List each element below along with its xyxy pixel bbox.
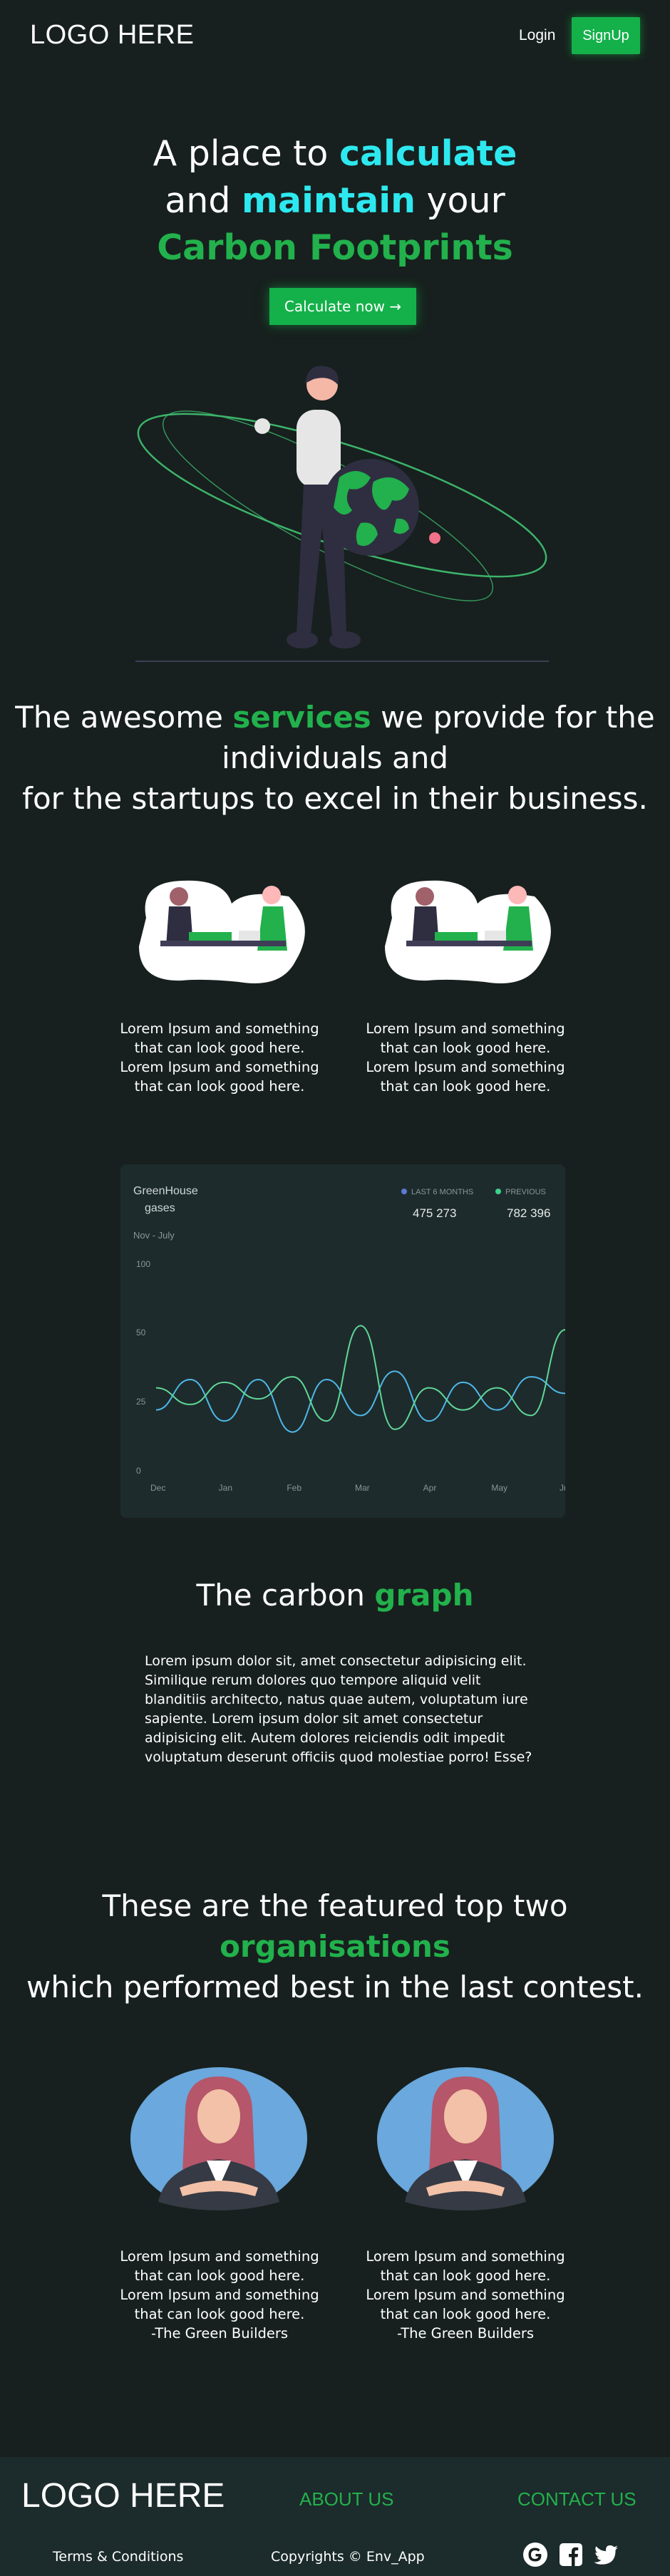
terms-link[interactable]: Terms & Conditions	[53, 2549, 184, 2565]
copyright-text: Copyrights © Env_App	[271, 2549, 425, 2565]
hero-highlight-maintain: maintain	[242, 180, 416, 221]
services-heading: The awesome services we provide for the …	[0, 697, 670, 819]
x-tick-label: May	[491, 1483, 507, 1493]
footer	[0, 2457, 670, 2576]
x-tick-label: Jun	[560, 1483, 565, 1493]
organisation-card: Lorem Ipsum and something that can look …	[359, 2247, 572, 2343]
hero-text: A place to	[153, 133, 339, 174]
hero-text: your	[415, 180, 505, 221]
signup-button[interactable]: SignUp	[572, 17, 640, 54]
graph-heading-text: The carbon	[196, 1578, 375, 1613]
login-link[interactable]: Login	[519, 27, 556, 43]
service-illustration	[139, 880, 305, 983]
organisation-signature: -The Green Builders	[150, 2325, 289, 2342]
hero-illustration	[135, 366, 549, 662]
google-icon[interactable]	[522, 2541, 549, 2568]
hero-text: and	[165, 180, 242, 221]
series-line-last-6-months	[155, 1370, 566, 1433]
y-tick-label: 25	[136, 1397, 146, 1407]
organisations-heading: These are the featured top two organisat…	[0, 1886, 670, 2007]
service-illustration	[385, 880, 551, 983]
chart-legend: LAST 6 MONTHS 475 273 PREVIOUS 782 396	[401, 1188, 550, 1220]
chart-subtitle: Nov - July	[133, 1230, 175, 1241]
organisations-heading-highlight: organisations	[220, 1929, 450, 1964]
organisation-signature: -The Green Builders	[396, 2325, 535, 2342]
series-line-previous	[155, 1325, 566, 1430]
organisation-card-text: Lorem Ipsum and something that can look …	[366, 2248, 565, 2322]
chart-title-line2: gases	[145, 1202, 175, 1214]
x-tick-label: Mar	[355, 1483, 370, 1493]
y-tick-label: 50	[136, 1328, 146, 1338]
y-tick-label: 0	[136, 1466, 141, 1476]
hero-highlight-carbon: Carbon Footprints	[157, 227, 513, 268]
graph-paragraph: Lorem ipsum dolor sit, amet consectetur …	[145, 1653, 532, 1765]
x-tick-label: Dec	[150, 1483, 165, 1493]
legend-total-previous: 782 396	[507, 1206, 550, 1220]
organisation-avatar	[377, 2067, 554, 2210]
twitter-icon[interactable]	[593, 2541, 620, 2568]
x-tick-label: Jan	[219, 1483, 232, 1493]
services-heading-highlight: services	[232, 700, 371, 735]
facebook-icon[interactable]	[557, 2541, 584, 2568]
services-heading-text: we provide for the individuals and	[221, 700, 655, 775]
graph-heading-highlight: graph	[374, 1578, 474, 1613]
calculate-now-button[interactable]: Calculate now →	[269, 288, 416, 325]
about-us-link[interactable]: ABOUT US	[299, 2488, 394, 2510]
legend-label-last6: LAST 6 MONTHS	[411, 1188, 473, 1196]
legend-label-previous: PREVIOUS	[505, 1188, 546, 1196]
organisation-card-text: Lorem Ipsum and something that can look …	[120, 2248, 319, 2322]
greenhouse-chart-card: GreenHouse gases Nov - July LAST 6 MONTH…	[120, 1164, 573, 1518]
y-tick-label: 100	[136, 1259, 150, 1269]
services-heading-text: The awesome	[15, 700, 233, 735]
graph-heading: The carbon graph	[0, 1575, 670, 1615]
services-heading-text: for the startups to excel in their busin…	[22, 781, 648, 816]
hero-highlight-calculate: calculate	[339, 133, 517, 174]
chart-title-line1: GreenHouse	[133, 1185, 198, 1197]
legend-total-last6: 475 273	[413, 1206, 456, 1220]
legend-swatch-previous	[495, 1189, 501, 1194]
header-logo[interactable]: LOGO HERE	[30, 20, 195, 50]
organisations-heading-text: which performed best in the last contest…	[26, 1970, 644, 2005]
organisation-card: Lorem Ipsum and something that can look …	[113, 2247, 326, 2343]
footer-logo[interactable]: LOGO HERE	[21, 2477, 225, 2515]
greenhouse-chart: GreenHouse gases Nov - July LAST 6 MONTH…	[133, 1185, 573, 1493]
contact-us-link[interactable]: CONTACT US	[517, 2488, 636, 2510]
service-card-text: Lorem Ipsum and something that can look …	[366, 1020, 565, 1095]
x-tick-label: Apr	[423, 1483, 437, 1493]
legend-swatch-last6	[401, 1189, 407, 1194]
organisations-heading-text: These are the featured top two	[102, 1888, 568, 1923]
hero-title: A place to calculate and maintain your C…	[0, 130, 670, 271]
organisation-avatar	[130, 2067, 307, 2210]
service-card-text: Lorem Ipsum and something that can look …	[120, 1020, 319, 1095]
x-tick-label: Feb	[287, 1483, 302, 1493]
